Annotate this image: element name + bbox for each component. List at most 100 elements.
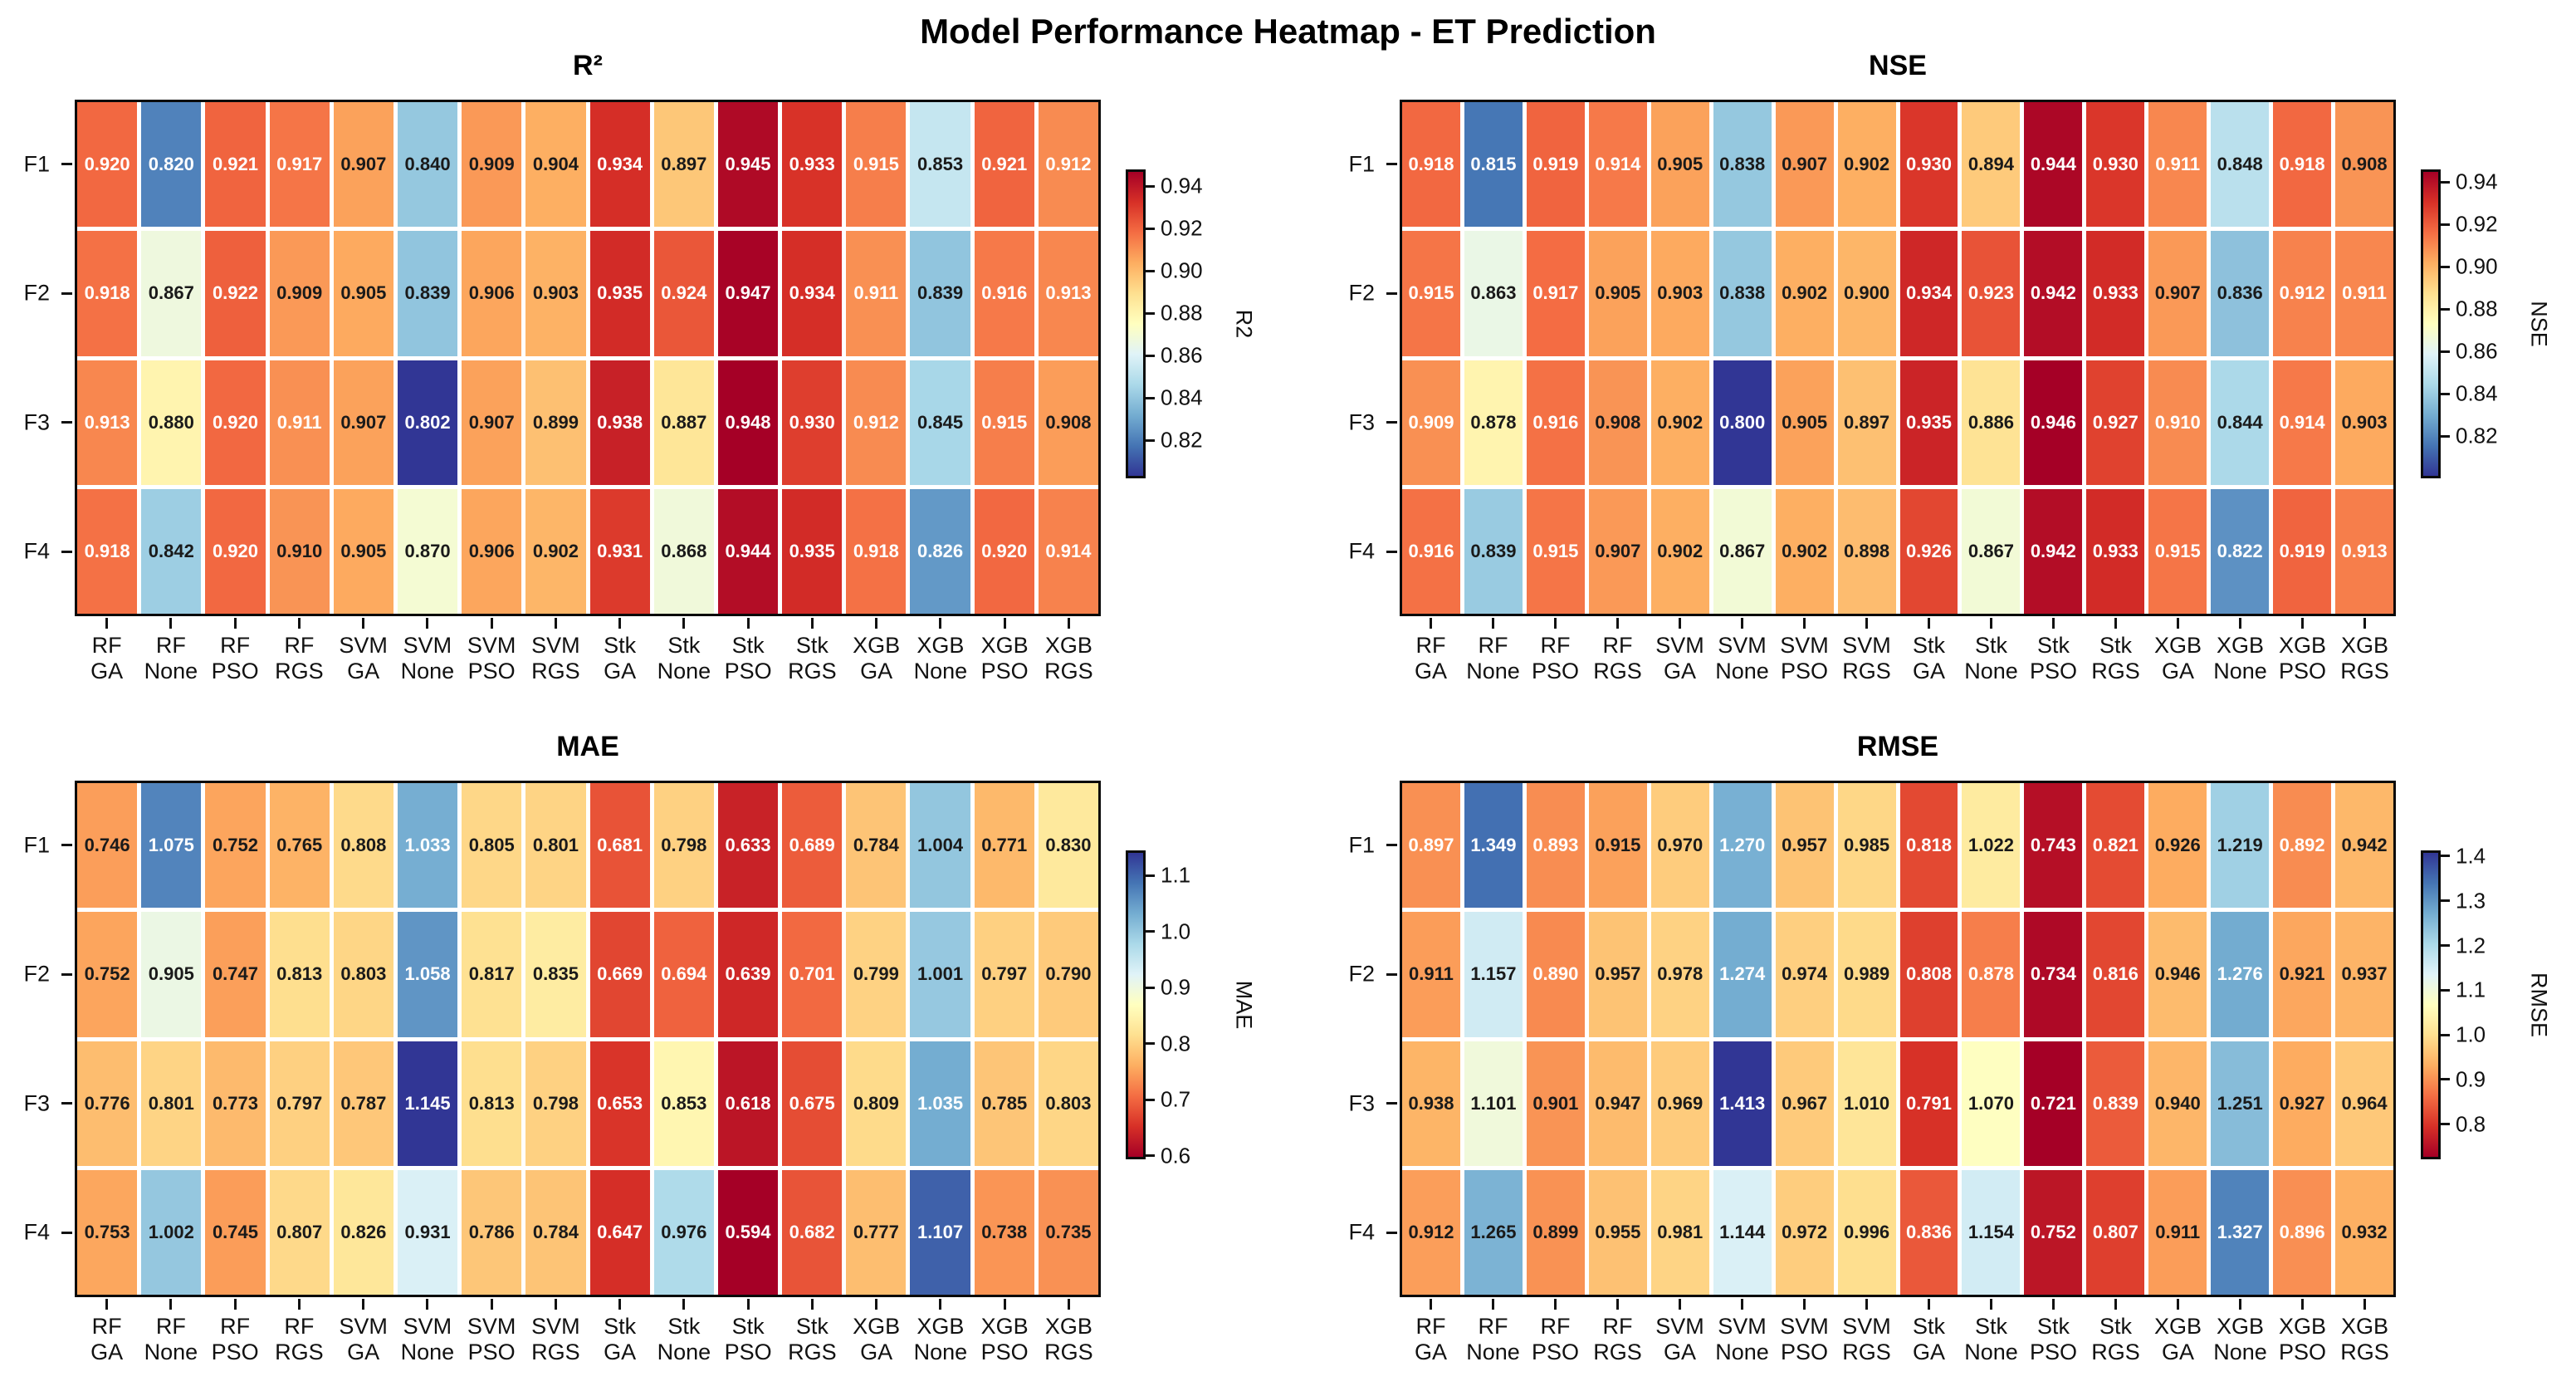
- heatmap-cell: 0.910: [269, 488, 330, 614]
- cell-value: 0.836: [1905, 1221, 1952, 1242]
- x-tick: [2239, 1299, 2241, 1310]
- col-label-line: None: [2213, 1340, 2267, 1364]
- heatmap-cell: 0.838: [1713, 231, 1772, 356]
- cell-value: 1.033: [404, 835, 451, 856]
- heatmap-cell: 0.930: [782, 360, 843, 485]
- col-label-line: PSO: [211, 659, 259, 683]
- heatmap-cell: 0.914: [2273, 360, 2332, 485]
- col-label-line: XGB: [853, 633, 901, 658]
- heatmap-cell: 0.848: [2211, 102, 2270, 228]
- cell-value: 0.802: [404, 411, 451, 433]
- cell-value: 0.957: [1782, 835, 1828, 856]
- cell-value: 1.349: [1470, 835, 1517, 856]
- col-label: Stk RGS: [788, 1314, 837, 1365]
- cell-value: 0.848: [2217, 154, 2263, 175]
- heatmap-cell: 0.945: [717, 102, 779, 228]
- heatmap-cell: 0.813: [462, 1041, 522, 1166]
- col-label-line: SVM: [339, 633, 388, 658]
- col-label-line: None: [1466, 659, 1520, 683]
- heatmap-cell: 0.839: [1464, 488, 1523, 614]
- heatmap-cell: 0.938: [589, 360, 650, 485]
- cell-value: 0.915: [1408, 282, 1454, 304]
- colorbar-tick: [1146, 396, 1155, 399]
- cell-value: 0.935: [597, 282, 643, 304]
- x-tick: [1616, 618, 1619, 629]
- cell-value: 0.915: [2154, 540, 2201, 561]
- colorbar-tick-label: 0.92: [1161, 215, 1203, 241]
- cell-value: 0.896: [2279, 1221, 2325, 1242]
- cell-value: 0.903: [1657, 282, 1703, 304]
- cell-value: 0.935: [1905, 411, 1952, 433]
- heatmap-cell: 0.931: [589, 488, 650, 614]
- col-label-line: None: [1964, 659, 2018, 683]
- col-label-line: GA: [347, 659, 380, 683]
- heatmap-cell: 0.911: [2148, 1169, 2207, 1295]
- heatmap-cell: 1.327: [2211, 1169, 2270, 1295]
- heatmap-cell: 0.897: [1837, 360, 1896, 485]
- x-tick: [362, 618, 365, 629]
- col-label-line: RF: [284, 633, 315, 658]
- heatmap-cell: 0.902: [1775, 488, 1834, 614]
- x-tick: [2114, 618, 2117, 629]
- colorbar-tick-label: 1.0: [2456, 1021, 2486, 1047]
- row-label: F2: [1348, 280, 1375, 306]
- x-tick: [875, 1299, 878, 1310]
- cell-value: 0.675: [789, 1092, 835, 1114]
- colorbar-label-nse: NSE: [2526, 301, 2552, 347]
- col-label-line: GA: [2161, 659, 2194, 683]
- col-label: XGB GA: [2154, 633, 2202, 684]
- cell-value: 0.813: [276, 963, 323, 985]
- cell-value: 0.840: [404, 154, 451, 175]
- col-label-line: RGS: [1044, 659, 1093, 683]
- cell-value: 0.905: [1595, 282, 1641, 304]
- row-label: F1: [23, 832, 50, 858]
- col-label-line: None: [913, 659, 968, 683]
- heatmap-cell: 0.897: [653, 102, 714, 228]
- heatmap-cell: 1.107: [910, 1169, 970, 1295]
- colorbar-tick-label: 1.4: [2456, 843, 2486, 869]
- cell-value: 0.721: [2030, 1092, 2076, 1114]
- col-label: RF PSO: [212, 1314, 259, 1365]
- col-label: SVM RGS: [1842, 1314, 1891, 1365]
- cell-value: 0.938: [597, 411, 643, 433]
- heatmap-cell: 0.978: [1650, 912, 1709, 1037]
- heatmap-cell: 0.918: [2273, 102, 2332, 228]
- heatmap-cell: 0.681: [589, 783, 650, 909]
- col-label: Stk GA: [604, 633, 636, 684]
- heatmap-cell: 0.689: [782, 783, 843, 909]
- cell-value: 0.917: [276, 154, 323, 175]
- x-tick: [105, 618, 109, 629]
- figure-title: Model Performance Heatmap - ET Predictio…: [920, 12, 1656, 51]
- x-tick: [939, 618, 942, 629]
- y-tick: [61, 1102, 72, 1105]
- cell-value: 0.803: [340, 963, 387, 985]
- heatmap-cell: 0.815: [1464, 102, 1523, 228]
- heatmap-cell: 0.910: [2148, 360, 2207, 485]
- col-label-line: PSO: [467, 659, 516, 683]
- heatmap-cell: 0.835: [525, 912, 586, 1037]
- heatmap-cell: 0.899: [1526, 1169, 1585, 1295]
- x-tick: [426, 1299, 429, 1310]
- cell-value: 0.894: [1967, 154, 2014, 175]
- col-label: Stk RGS: [2091, 1314, 2140, 1365]
- cell-value: 0.914: [1045, 540, 1092, 561]
- heatmap-cell: 0.911: [269, 360, 330, 485]
- cell-value: 0.927: [2092, 411, 2139, 433]
- col-label: Stk None: [1964, 633, 2018, 684]
- x-tick: [233, 1299, 237, 1310]
- cell-value: 0.900: [1844, 282, 1890, 304]
- cell-value: 0.918: [84, 282, 130, 304]
- col-label: RF GA: [90, 633, 123, 684]
- cell-value: 0.890: [1532, 963, 1579, 985]
- cell-value: 0.752: [2030, 1221, 2076, 1242]
- heatmap-cell: 0.932: [2335, 1169, 2393, 1295]
- cell-value: 0.807: [2092, 1221, 2139, 1242]
- heatmap-cell: 0.735: [1038, 1169, 1098, 1295]
- col-label: XGB RGS: [2340, 633, 2389, 684]
- col-label: RF RGS: [275, 1314, 324, 1365]
- col-label-line: XGB: [980, 1314, 1029, 1339]
- heatmap-cell: 0.803: [1038, 1041, 1098, 1166]
- x-tick: [618, 1299, 622, 1310]
- heatmap-cell: 0.926: [2148, 783, 2207, 909]
